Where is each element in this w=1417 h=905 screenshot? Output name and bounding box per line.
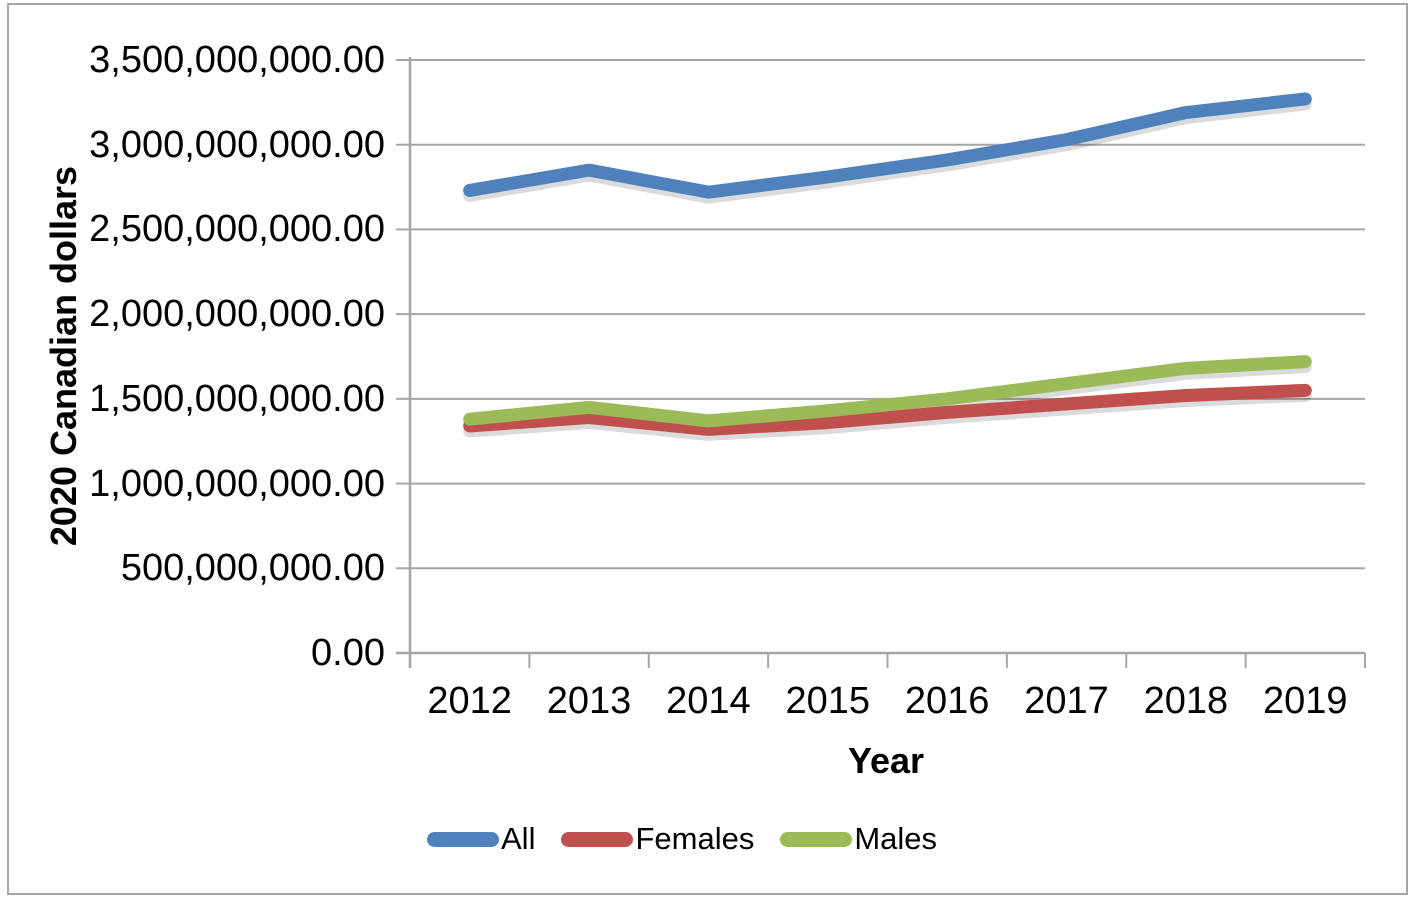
series-line-females — [463, 383, 1312, 436]
y-tick-label: 2,000,000,000.00 — [89, 293, 385, 336]
x-tick-label: 2017 — [1024, 680, 1109, 722]
legend-label: All — [501, 821, 536, 856]
series-line-males — [463, 355, 1312, 428]
y-axis-title: 2020 Canadian dollars — [43, 165, 84, 547]
x-tick-label: 2018 — [1143, 680, 1229, 722]
legend-swatch-males — [780, 831, 853, 847]
x-tick-label: 2019 — [1263, 680, 1348, 722]
y-tick-label: 3,000,000,000.00 — [89, 123, 385, 166]
y-tick-label: 2,500,000,000.00 — [89, 208, 385, 251]
y-tick-label: 3,500,000,000.00 — [89, 39, 385, 81]
legend-label: Females — [635, 821, 755, 856]
x-tick-label: 2012 — [427, 680, 512, 722]
series-line-all — [463, 92, 1312, 199]
y-tick-label: 1,500,000,000.00 — [89, 377, 385, 420]
y-tick-label: 0.00 — [311, 632, 385, 674]
x-tick-label: 2014 — [666, 680, 751, 722]
x-tick-label: 2016 — [904, 680, 990, 722]
legend-swatch-all — [427, 831, 499, 847]
x-axis-title: Year — [847, 740, 925, 781]
legend-item-females: Females — [561, 820, 754, 858]
legend-swatch-females — [561, 831, 634, 847]
legend-item-males: Males — [780, 820, 937, 858]
legend: All Females Males — [427, 820, 937, 858]
y-tick-label: 1,000,000,000.00 — [89, 462, 385, 505]
x-tick-label: 2013 — [546, 680, 632, 722]
legend-label: Males — [854, 821, 938, 856]
y-tick-label: 500,000,000.00 — [120, 547, 385, 590]
x-tick-label: 2015 — [785, 680, 871, 722]
legend-item-all: All — [427, 820, 535, 858]
